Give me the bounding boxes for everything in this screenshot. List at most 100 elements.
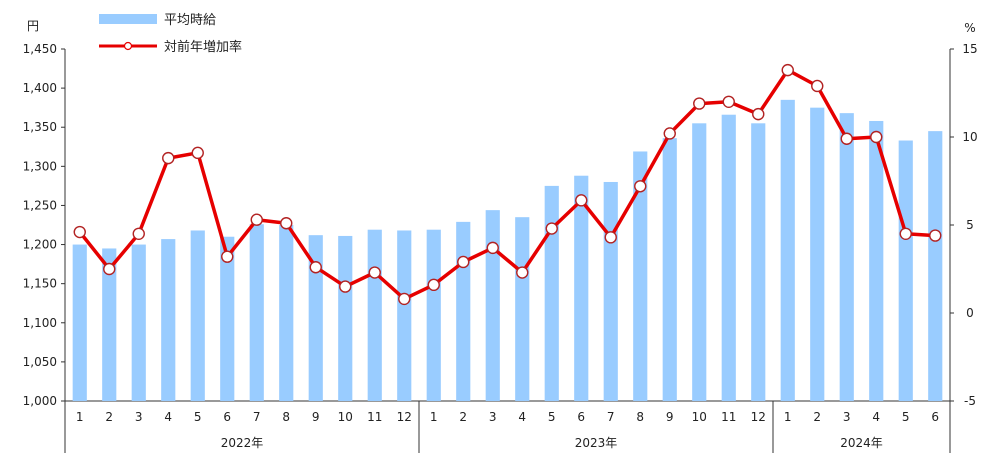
month-label: 11 xyxy=(367,410,382,424)
right-tick-label: 0 xyxy=(966,306,974,320)
month-label: 4 xyxy=(518,410,526,424)
month-label: 2 xyxy=(459,410,467,424)
left-tick-label: 1,200 xyxy=(23,238,57,252)
growth-rate-line xyxy=(78,68,936,301)
line-point xyxy=(575,194,588,207)
line-point xyxy=(280,217,293,230)
line-series xyxy=(73,63,942,306)
month-label: 4 xyxy=(164,410,172,424)
bar xyxy=(515,217,530,401)
line-point xyxy=(752,107,765,121)
month-label: 3 xyxy=(843,410,851,424)
month-label: 11 xyxy=(721,410,736,424)
bar xyxy=(780,99,795,401)
left-tick-label: 1,250 xyxy=(23,198,57,212)
line-point xyxy=(427,278,440,292)
bar xyxy=(367,229,382,401)
line-point xyxy=(191,146,204,160)
line-point xyxy=(663,127,676,140)
bar xyxy=(751,123,766,402)
left-tick-label: 1,000 xyxy=(23,394,57,408)
legend-bar-label: 平均時給 xyxy=(164,13,216,28)
line-point xyxy=(781,63,794,77)
month-label: 7 xyxy=(253,410,261,424)
bar xyxy=(574,175,589,401)
month-label: 5 xyxy=(902,410,910,424)
line-point xyxy=(516,266,529,279)
line-point xyxy=(339,280,352,293)
line-point xyxy=(693,97,706,110)
line-point xyxy=(634,180,647,193)
left-tick-label: 1,350 xyxy=(23,120,57,134)
bar xyxy=(721,114,736,401)
line-point xyxy=(929,229,942,242)
left-tick-label: 1,100 xyxy=(23,316,57,330)
line-point xyxy=(250,213,263,226)
bar xyxy=(220,236,235,401)
right-tick-label: 10 xyxy=(962,130,977,144)
month-label: 9 xyxy=(312,410,320,424)
right-tick-label: 5 xyxy=(966,218,974,232)
line-point xyxy=(103,262,116,276)
bar xyxy=(869,120,884,401)
line-point xyxy=(840,132,853,145)
line-point xyxy=(604,231,617,244)
line-point xyxy=(870,130,883,144)
month-label: 1 xyxy=(784,410,792,424)
month-label: 1 xyxy=(430,410,438,424)
bar xyxy=(485,210,500,401)
bar xyxy=(131,244,146,401)
legend-line-label: 対前年増加率 xyxy=(164,39,242,55)
bar xyxy=(190,230,205,401)
bar xyxy=(633,151,648,401)
bar xyxy=(692,123,707,402)
bar xyxy=(102,248,117,401)
left-axis-unit: 円 xyxy=(27,19,39,33)
bar xyxy=(279,225,294,401)
x-axis-labels: 1 2 3 4 5 6 7 8 9 10 11 12 1 2 3 4 5 6 7 8 9 10 11 12 1 2 3 4 5 62022… xyxy=(76,401,939,453)
line-point xyxy=(309,261,322,274)
bar xyxy=(161,239,176,401)
month-label: 4 xyxy=(872,410,880,424)
axes: 1,000 1,050 1,100 1,150 1,200 1,250 1,300 1,350… xyxy=(23,42,978,453)
month-label: 3 xyxy=(489,410,497,424)
month-label: 8 xyxy=(636,410,644,424)
right-tick-label: -5 xyxy=(964,394,976,408)
month-label: 10 xyxy=(692,410,707,424)
line-point xyxy=(221,250,234,263)
bar xyxy=(249,224,264,401)
year-label: 2023年 xyxy=(575,436,618,450)
line-point xyxy=(486,241,499,255)
line-point xyxy=(368,266,381,279)
month-label: 12 xyxy=(397,410,412,424)
line-point xyxy=(545,222,558,235)
legend-line-marker xyxy=(123,41,133,51)
month-label: 2 xyxy=(105,410,113,424)
line-point xyxy=(162,151,175,165)
month-label: 9 xyxy=(666,410,674,424)
bar xyxy=(338,235,353,401)
line-point xyxy=(899,227,912,241)
month-label: 8 xyxy=(282,410,290,424)
left-tick-label: 1,300 xyxy=(23,159,57,173)
year-label: 2022年 xyxy=(221,436,264,450)
month-label: 3 xyxy=(135,410,143,424)
line-point xyxy=(398,292,411,306)
bar xyxy=(544,185,559,401)
line-point xyxy=(811,79,824,93)
month-label: 2 xyxy=(813,410,821,424)
line-point xyxy=(73,225,86,239)
bar xyxy=(72,244,87,401)
bar xyxy=(662,138,677,401)
bar xyxy=(839,113,854,402)
month-label: 1 xyxy=(76,410,84,424)
bar xyxy=(810,107,825,402)
month-label: 10 xyxy=(338,410,353,424)
bar xyxy=(456,221,471,401)
month-label: 6 xyxy=(577,410,585,424)
bar xyxy=(898,140,913,401)
month-label: 7 xyxy=(607,410,615,424)
bar xyxy=(308,235,323,401)
year-label: 2024年 xyxy=(840,436,883,450)
